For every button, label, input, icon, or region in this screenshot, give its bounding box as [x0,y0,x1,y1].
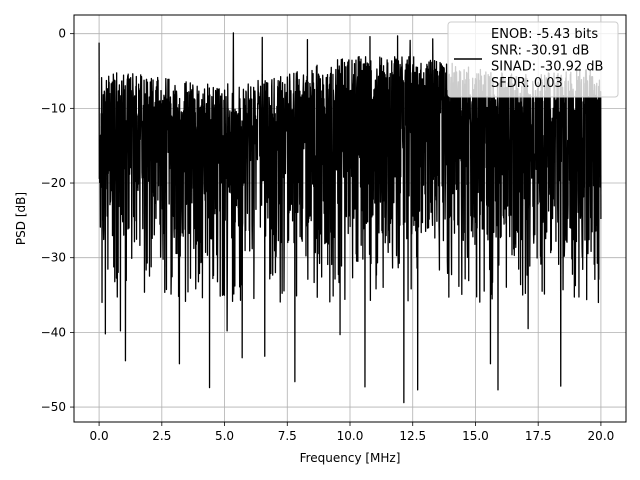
x-tick-label: 2.5 [152,429,171,443]
x-tick-label: 0.0 [90,429,109,443]
y-axis-label: PSD [dB] [14,192,28,245]
x-tick-label: 12.5 [399,429,426,443]
x-tick-label: 7.5 [278,429,297,443]
psd-series-line [98,32,602,404]
x-tick-label: 5.0 [215,429,234,443]
legend-text-sinad: SINAD: -30.92 dB [491,60,603,75]
x-tick-label: 20.0 [588,429,615,443]
legend-text-snr: SNR: -30.91 dB [491,43,589,58]
y-tick-label: −40 [41,325,66,339]
legend: ENOB: -5.43 bits SNR: -30.91 dB SINAD: -… [447,21,619,98]
x-axis-ticks: 0.0 2.5 5.0 7.5 10.0 12.5 15.0 17.5 20.0 [90,422,615,443]
x-axis-label: Frequency [MHz] [300,451,401,465]
legend-text-sfdr: SFDR: 0.03 [491,76,563,91]
y-tick-label: −50 [41,400,66,414]
x-tick-label: 15.0 [462,429,489,443]
y-tick-label: −20 [41,176,66,190]
psd-series [98,32,602,404]
y-tick-label: 0 [58,27,66,41]
x-tick-label: 10.0 [337,429,364,443]
y-tick-label: −10 [41,101,66,115]
y-axis-ticks: 0 −10 −20 −30 −40 −50 [41,27,74,414]
legend-box [447,21,619,98]
y-tick-label: −30 [41,251,66,265]
x-tick-label: 17.5 [525,429,552,443]
legend-text-enob: ENOB: -5.43 bits [491,27,598,42]
